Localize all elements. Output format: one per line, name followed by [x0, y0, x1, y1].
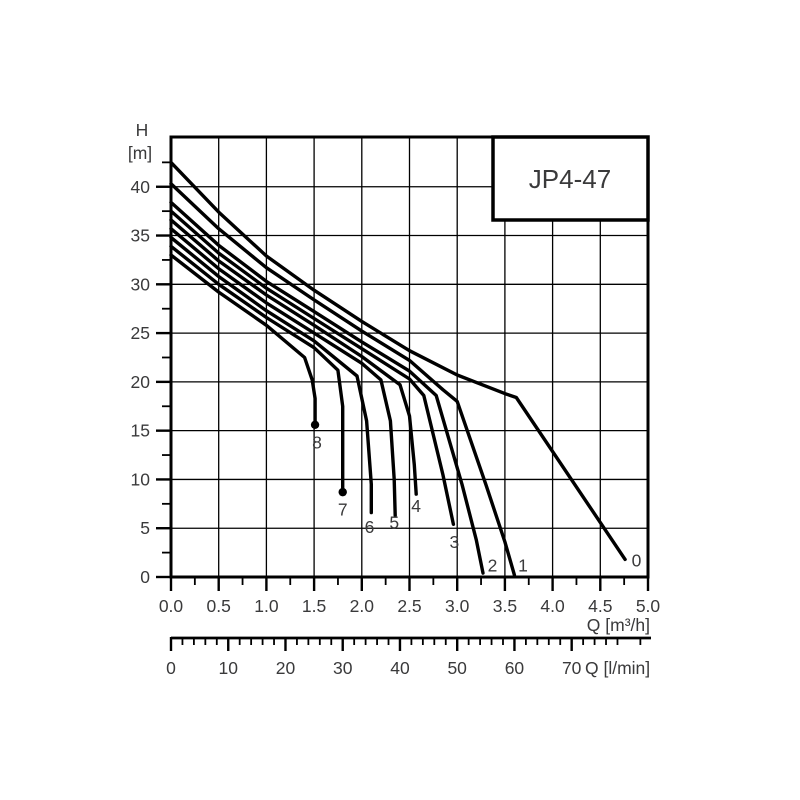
curve-label-6: 6 [365, 517, 375, 537]
x-tick-label-3.5: 3.5 [493, 596, 517, 616]
curve-2 [169, 200, 485, 575]
curve-label-8: 8 [312, 432, 322, 452]
flow-tick-label-70: 70 [562, 658, 582, 678]
y-tick-label-0: 0 [140, 567, 150, 587]
y-tick-label-20: 20 [131, 372, 151, 392]
x-tick-label-1: 1.0 [254, 596, 279, 616]
curve-label-2: 2 [488, 555, 498, 575]
y-tick-label-30: 30 [131, 274, 151, 294]
curve-6 [169, 235, 373, 515]
curve-label-5: 5 [389, 512, 399, 532]
pump-curves [169, 160, 627, 577]
x-tick-label-2.5: 2.5 [397, 596, 421, 616]
model-box-frame [491, 135, 650, 222]
flow-tick-label-50: 50 [447, 658, 467, 678]
x-tick-label-4: 4.0 [540, 596, 565, 616]
flow-tick-label-0: 0 [166, 658, 176, 678]
x-tick-label-5: 5.0 [636, 596, 661, 616]
flow-tick-label-60: 60 [505, 658, 525, 678]
flow-axis-title: Q [l/min] [585, 658, 650, 678]
y-tick-label-35: 35 [131, 226, 150, 246]
curve-5 [169, 227, 397, 518]
x-tick-label-0: 0.0 [159, 596, 184, 616]
model-label: JP4-47 [529, 164, 611, 194]
flow-tick-label-10: 10 [219, 658, 239, 678]
x-axis-title: Q [m³/h] [587, 615, 650, 635]
y-tick-label-10: 10 [131, 469, 151, 489]
curve-1 [169, 182, 517, 577]
flow-axis: 0 10 20 30 40 50 60 70 [166, 636, 651, 678]
curve-4 [169, 218, 418, 496]
curve-label-7: 7 [338, 500, 348, 520]
flow-tick-label-40: 40 [390, 658, 410, 678]
y-tick-label-40: 40 [131, 177, 151, 197]
curve-label-1: 1 [518, 555, 528, 575]
y-tick-label-25: 25 [131, 323, 150, 343]
curve-7-end-dot [338, 487, 347, 497]
x-tick-label-2: 2.0 [350, 596, 375, 616]
x-tick-label-0.5: 0.5 [207, 596, 231, 616]
y-tick-label-5: 5 [140, 518, 150, 538]
curve-label-0: 0 [632, 550, 642, 570]
y-axis-tick-labels: 0 5 10 15 20 25 30 35 40 [131, 177, 151, 587]
curve-8 [169, 253, 317, 427]
x-axis-ticks [169, 577, 650, 591]
y-axis-ticks [156, 161, 171, 579]
x-axis-tick-labels: 0.0 0.5 1.0 1.5 2.0 2.5 3.0 3.5 4.0 4.5 5.0 [159, 596, 661, 616]
x-tick-label-1.5: 1.5 [302, 596, 326, 616]
flow-tick-label-30: 30 [333, 658, 353, 678]
y-tick-label-15: 15 [131, 421, 150, 441]
y-axis-title-unit: [m] [128, 143, 152, 163]
curve-3 [169, 209, 456, 526]
x-tick-label-4.5: 4.5 [588, 596, 612, 616]
curve-label-3: 3 [449, 532, 459, 552]
curve-8-end-dot [310, 420, 320, 430]
curve-label-4: 4 [411, 496, 421, 516]
y-axis-title-symbol: H [136, 120, 149, 140]
curve-7 [169, 244, 345, 494]
x-tick-label-3: 3.0 [445, 596, 470, 616]
curve-0 [169, 160, 627, 562]
flow-tick-label-20: 20 [276, 658, 296, 678]
model-box: JP4-47 [491, 135, 650, 222]
